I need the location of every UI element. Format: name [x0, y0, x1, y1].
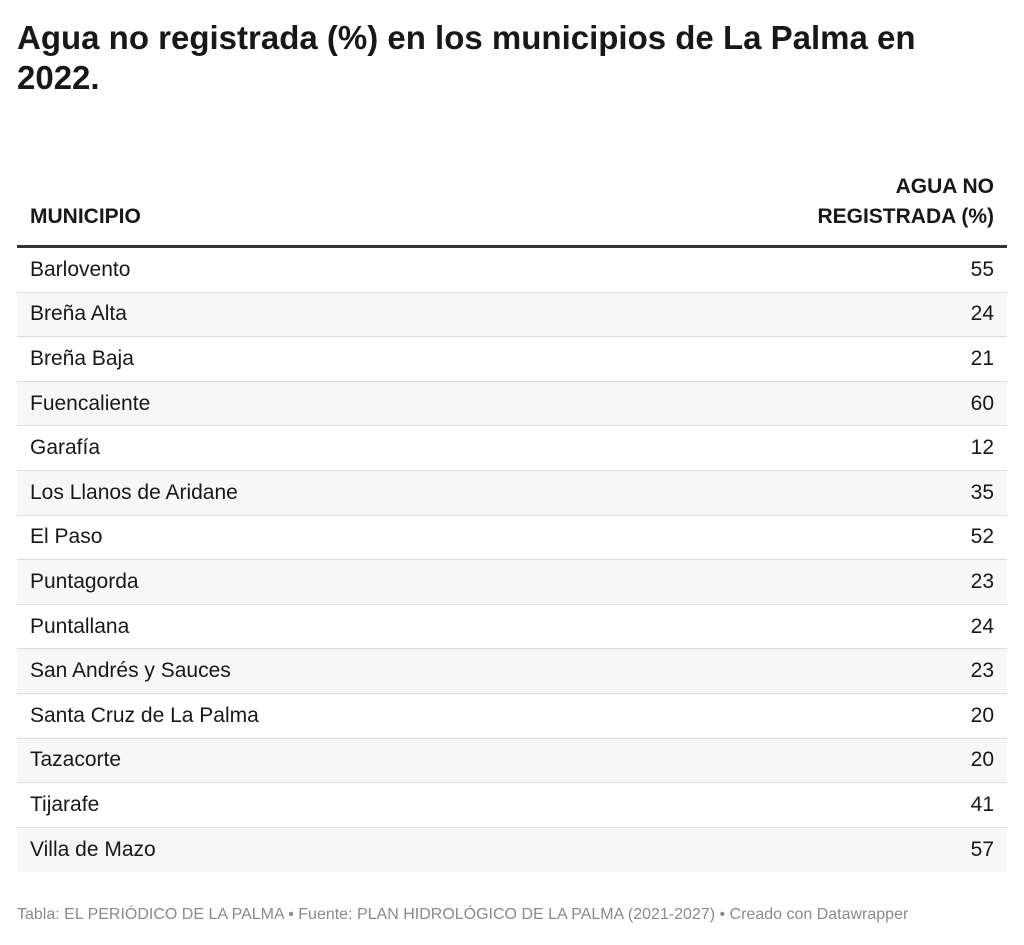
municipio-cell: Santa Cruz de La Palma	[30, 703, 259, 727]
value-cell: 20	[970, 748, 994, 772]
table-row: Fuencaliente 60	[17, 381, 1007, 427]
municipio-cell: El Paso	[30, 525, 103, 549]
municipio-cell: Tazacorte	[30, 748, 122, 772]
table-header: MUNICIPIO AGUA NO REGISTRADA (%)	[17, 140, 1007, 248]
municipio-cell: Villa de Mazo	[30, 838, 156, 862]
municipio-cell: Breña Baja	[30, 346, 134, 370]
table-body: Barlovento 55 Breña Alta 24 Breña Baja 21 Fuen…	[17, 248, 1007, 873]
value-cell: 23	[970, 569, 994, 593]
table-row: Puntagorda 23	[17, 560, 1007, 605]
table-row: Breña Alta 24	[17, 292, 1007, 338]
value-cell: 57	[970, 838, 994, 862]
municipio-cell: Tijarafe	[30, 792, 100, 816]
value-cell: 24	[970, 302, 994, 326]
table-row: Los Llanos de Aridane 35	[17, 470, 1007, 516]
column-header-municipio[interactable]: MUNICIPIO	[30, 205, 141, 228]
value-cell: 52	[970, 525, 994, 549]
data-table: MUNICIPIO AGUA NO REGISTRADA (%) Barlove…	[17, 140, 1007, 873]
municipio-cell: Garafía	[30, 436, 101, 460]
value-cell: 23	[970, 659, 994, 683]
footer-credits: Tabla: EL PERIÓDICO DE LA PALMA • Fuente…	[17, 906, 909, 923]
table-row: Santa Cruz de La Palma 20	[17, 694, 1007, 739]
municipio-cell: San Andrés y Sauces	[30, 659, 231, 683]
municipio-cell: Fuencaliente	[30, 391, 151, 415]
table-row: Tazacorte 20	[17, 738, 1007, 784]
value-cell: 35	[970, 480, 994, 504]
municipio-cell: Barlovento	[30, 257, 131, 281]
column-header-agua-no-registrada[interactable]: AGUA NO REGISTRADA (%)	[817, 175, 994, 228]
table-row: Garafía 12	[17, 426, 1007, 471]
value-cell: 60	[970, 391, 994, 415]
municipio-cell: Los Llanos de Aridane	[30, 480, 238, 504]
table-row: Puntallana 24	[17, 605, 1007, 650]
municipio-cell: Puntagorda	[30, 569, 139, 593]
chart-title: Agua no registrada (%) en los municipios…	[17, 19, 916, 96]
value-cell: 24	[970, 614, 994, 638]
value-cell: 41	[970, 792, 994, 816]
municipio-cell: Puntallana	[30, 614, 130, 638]
table-row: Barlovento 55	[17, 248, 1007, 293]
value-cell: 20	[970, 703, 994, 727]
table-row: Breña Baja 21	[17, 337, 1007, 382]
table-row: Tijarafe 41	[17, 783, 1007, 828]
value-cell: 55	[970, 257, 994, 281]
value-cell: 21	[970, 346, 994, 370]
table-row: San Andrés y Sauces 23	[17, 649, 1007, 694]
table-row: El Paso 52	[17, 516, 1007, 561]
table-row: Villa de Mazo 57	[17, 827, 1007, 873]
value-cell: 12	[970, 436, 994, 460]
municipio-cell: Breña Alta	[30, 302, 127, 326]
